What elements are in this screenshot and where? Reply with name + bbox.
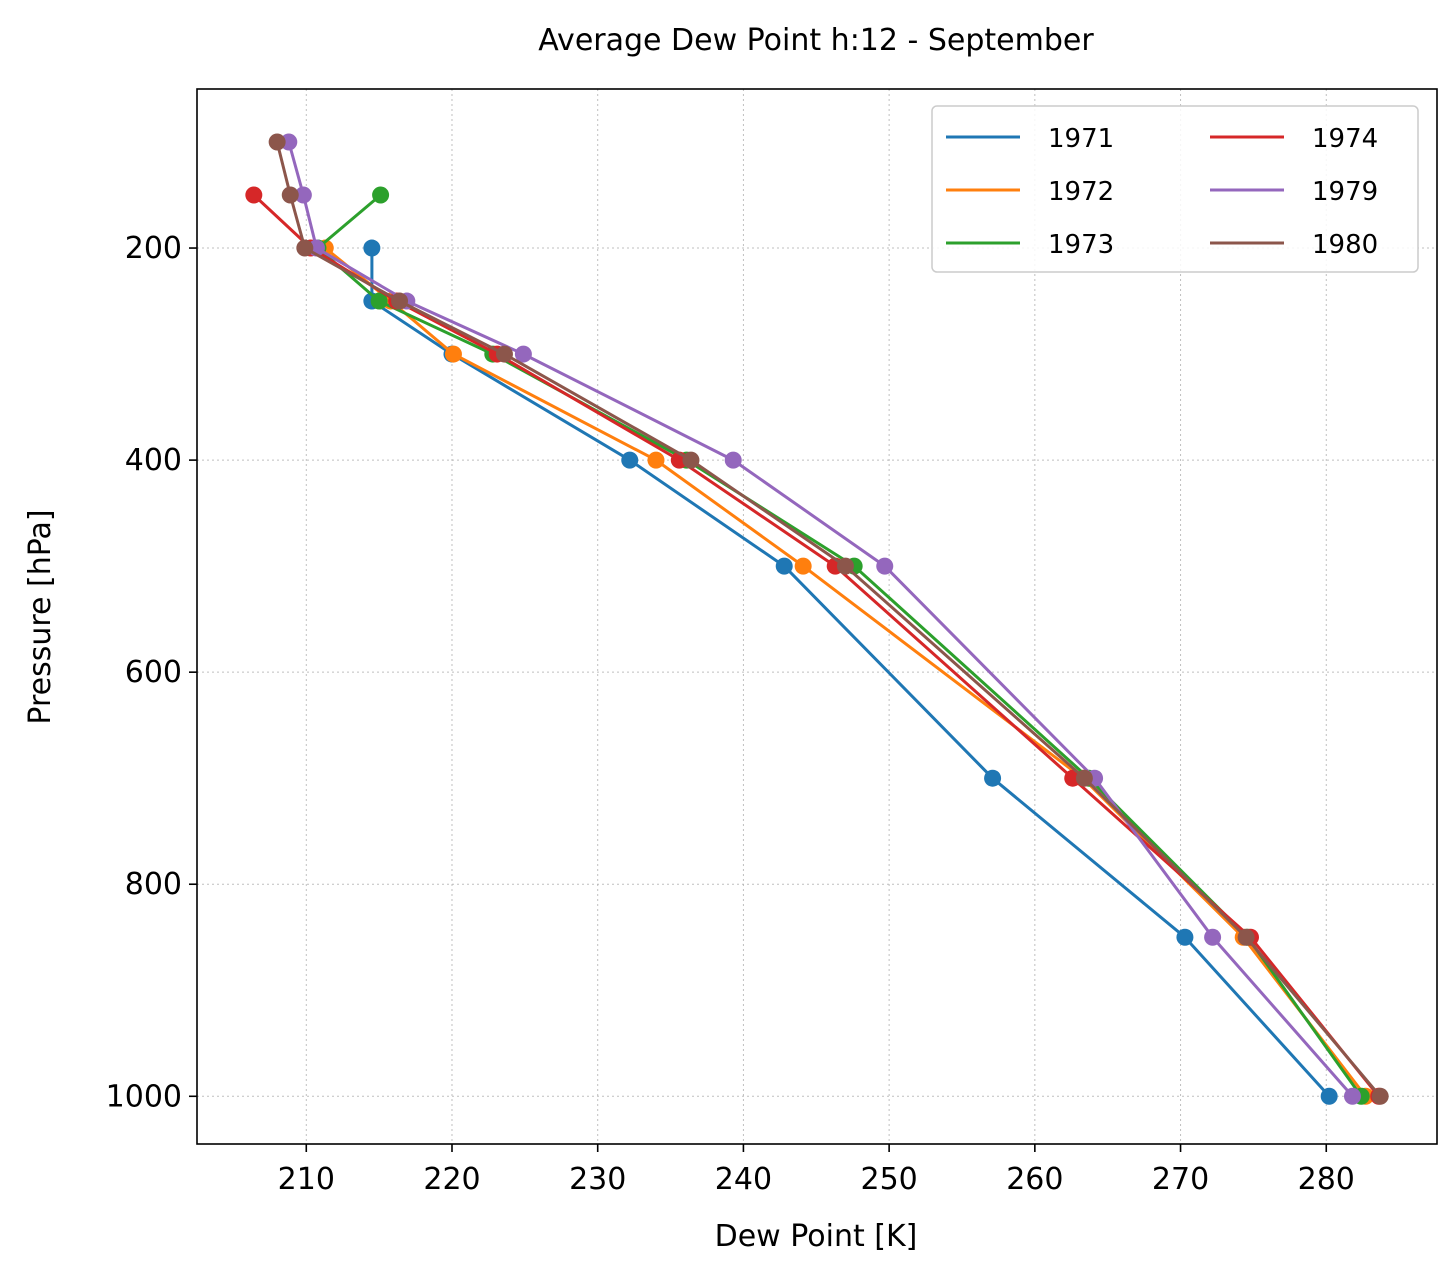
x-tick-label: 220 <box>423 1162 480 1197</box>
plot-frame <box>196 88 1438 1145</box>
ticks-group: 210 220 230 240 250 260 270 280 200 400 600 800 1000 <box>106 231 1355 1197</box>
data-point <box>647 451 665 469</box>
series-1979 <box>280 133 1361 1105</box>
chart-title: Average Dew Point h:12 - September <box>538 23 1094 58</box>
data-point <box>280 133 298 151</box>
data-point <box>1176 928 1194 946</box>
data-point <box>775 557 793 575</box>
y-tick-label: 200 <box>125 231 182 266</box>
data-point <box>876 557 894 575</box>
data-point <box>1075 769 1093 787</box>
data-point <box>794 557 812 575</box>
legend-label-1980: 1980 <box>1312 230 1378 260</box>
data-point <box>836 557 854 575</box>
x-tick-label: 250 <box>860 1162 917 1197</box>
legend-label-1979: 1979 <box>1312 177 1378 207</box>
y-tick-label: 1000 <box>106 1079 182 1114</box>
data-point <box>372 186 390 204</box>
x-tick-label: 230 <box>569 1162 626 1197</box>
data-point <box>495 345 513 363</box>
series-group <box>245 133 1389 1105</box>
legend-box <box>931 105 1419 273</box>
data-point <box>444 345 462 363</box>
data-point <box>514 345 532 363</box>
data-point <box>984 769 1002 787</box>
data-point <box>363 239 381 257</box>
legend-label-1972: 1972 <box>1048 177 1114 207</box>
x-tick-label: 280 <box>1298 1162 1355 1197</box>
y-tick-label: 400 <box>125 443 182 478</box>
legend-label-1971: 1971 <box>1048 124 1114 154</box>
x-tick-label: 270 <box>1152 1162 1209 1197</box>
y-tick-label: 800 <box>125 867 182 902</box>
series-line-1980 <box>275 141 1382 1098</box>
data-point <box>621 451 639 469</box>
x-tick-label: 260 <box>1006 1162 1063 1197</box>
series-1971 <box>363 239 1338 1105</box>
x-tick-label: 210 <box>278 1162 335 1197</box>
series-line-1971 <box>370 248 1331 1098</box>
x-tick-label: 240 <box>715 1162 772 1197</box>
series-1980 <box>268 133 1389 1105</box>
data-point <box>1343 1087 1361 1105</box>
series-line-1972 <box>324 246 1367 1098</box>
data-point <box>1064 769 1082 787</box>
data-point <box>724 451 742 469</box>
series-line-1979 <box>287 141 1354 1098</box>
data-point <box>1237 928 1255 946</box>
data-point <box>294 186 312 204</box>
data-point <box>245 186 263 204</box>
data-point <box>281 186 299 204</box>
data-point <box>391 292 409 310</box>
series-line-1974 <box>252 193 1380 1098</box>
legend: 1971 1972 1973 1974 1979 1980 <box>931 105 1419 273</box>
data-point <box>1371 1087 1389 1105</box>
y-axis-label: Pressure [hPa] <box>23 509 58 724</box>
legend-label-1973: 1973 <box>1048 230 1114 260</box>
legend-label-1974: 1974 <box>1312 124 1378 154</box>
y-tick-label: 600 <box>125 655 182 690</box>
data-point <box>1320 1087 1338 1105</box>
data-point <box>268 133 286 151</box>
data-point <box>296 239 314 257</box>
x-axis-label: Dew Point [K] <box>715 1219 918 1254</box>
data-point <box>682 451 700 469</box>
data-point <box>1204 928 1222 946</box>
data-point <box>370 292 388 310</box>
